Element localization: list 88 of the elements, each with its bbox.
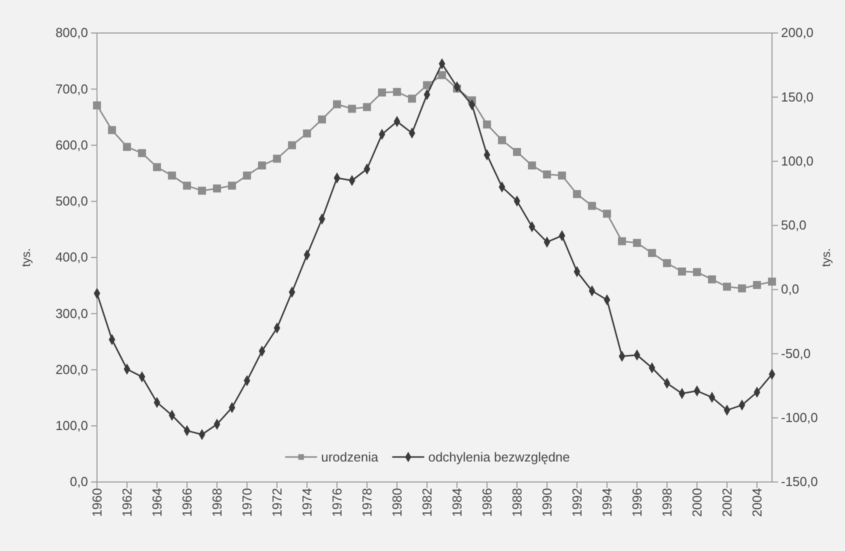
point xyxy=(363,103,371,112)
y-tick-label: 800,0 xyxy=(55,25,88,40)
point xyxy=(123,142,131,151)
point xyxy=(243,172,251,180)
point xyxy=(333,100,341,108)
y2-tick-label: 200,0 xyxy=(781,25,814,40)
point xyxy=(543,170,551,178)
y2-tick-label: 150,0 xyxy=(781,89,814,104)
y-tick-label: 200,0 xyxy=(55,362,88,377)
x-tick-label: 1976 xyxy=(330,488,345,517)
point xyxy=(663,259,671,268)
point xyxy=(603,210,611,218)
y-tick-label: 100,0 xyxy=(55,418,88,434)
x-tick-label: 1978 xyxy=(360,488,375,517)
point xyxy=(573,190,581,198)
y-tick-label: 600,0 xyxy=(55,137,88,152)
x-tick-label: 1990 xyxy=(540,488,555,517)
x-tick-label: 1980 xyxy=(390,488,405,517)
x-tick-label: 1994 xyxy=(600,488,615,517)
x-tick-label: 1972 xyxy=(270,488,285,517)
y2-tick-label: 50,0 xyxy=(781,218,806,233)
point xyxy=(423,81,431,90)
point xyxy=(228,182,236,190)
y-tick-label: 500,0 xyxy=(55,194,88,209)
point xyxy=(738,284,746,292)
point xyxy=(318,115,326,124)
y2-tick-label: 0,0 xyxy=(781,282,800,297)
y2-axis-title: tys. xyxy=(819,248,833,267)
point xyxy=(213,184,221,192)
x-tick-label: 1970 xyxy=(240,488,255,517)
point xyxy=(768,278,776,286)
y-tick-label: 400,0 xyxy=(55,250,88,265)
point xyxy=(408,94,416,103)
point xyxy=(153,163,161,172)
point xyxy=(393,88,401,96)
y2-tick-label: -150,0 xyxy=(781,474,818,490)
point xyxy=(723,282,731,291)
x-tick-label: 1998 xyxy=(660,488,675,517)
point xyxy=(183,182,191,190)
x-tick-label: 1986 xyxy=(480,488,495,517)
legend-label: odchylenia bezwzględne xyxy=(428,450,570,465)
point xyxy=(498,136,506,144)
x-tick-label: 1984 xyxy=(450,488,465,517)
x-tick-label: 1964 xyxy=(150,488,165,517)
point xyxy=(93,101,101,110)
y2-tick-label: -50,0 xyxy=(781,346,811,361)
point xyxy=(438,71,446,80)
point xyxy=(708,275,716,284)
x-tick-label: 1962 xyxy=(120,488,135,517)
point xyxy=(168,172,176,180)
point xyxy=(378,88,386,96)
y2-tick-label: -100,0 xyxy=(781,410,818,426)
y2-tick-label: 100,0 xyxy=(781,153,814,168)
point xyxy=(588,202,596,210)
y-tick-label: 0,0 xyxy=(70,474,88,490)
point xyxy=(693,268,701,276)
point xyxy=(513,148,521,156)
point xyxy=(753,281,761,289)
point xyxy=(633,238,641,247)
x-tick-label: 2000 xyxy=(690,488,705,517)
x-tick-label: 1992 xyxy=(570,488,585,517)
point xyxy=(303,129,311,138)
x-tick-label: 1968 xyxy=(210,488,225,517)
x-tick-label: 1966 xyxy=(180,488,195,517)
point xyxy=(258,161,266,170)
point xyxy=(138,149,146,158)
point xyxy=(618,237,626,246)
point xyxy=(558,172,566,180)
x-tick-label: 1960 xyxy=(90,488,105,517)
x-tick-label: 2004 xyxy=(750,488,765,517)
point xyxy=(678,268,686,276)
x-tick-label: 2002 xyxy=(720,488,735,517)
y-tick-label: 700,0 xyxy=(55,81,88,96)
y-tick-label: 300,0 xyxy=(55,306,88,321)
point xyxy=(528,161,536,170)
x-tick-label: 1988 xyxy=(510,488,525,517)
x-tick-label: 1974 xyxy=(300,488,315,517)
point xyxy=(288,141,296,150)
x-tick-label: 1982 xyxy=(420,488,435,517)
point xyxy=(273,154,281,163)
point xyxy=(108,126,116,134)
point xyxy=(483,120,491,128)
point xyxy=(198,186,206,195)
x-tick-label: 1996 xyxy=(630,488,645,517)
point xyxy=(648,249,656,258)
point xyxy=(348,104,356,113)
legend-label: urodzenia xyxy=(321,450,379,465)
y-axis-title: tys. xyxy=(19,248,33,267)
